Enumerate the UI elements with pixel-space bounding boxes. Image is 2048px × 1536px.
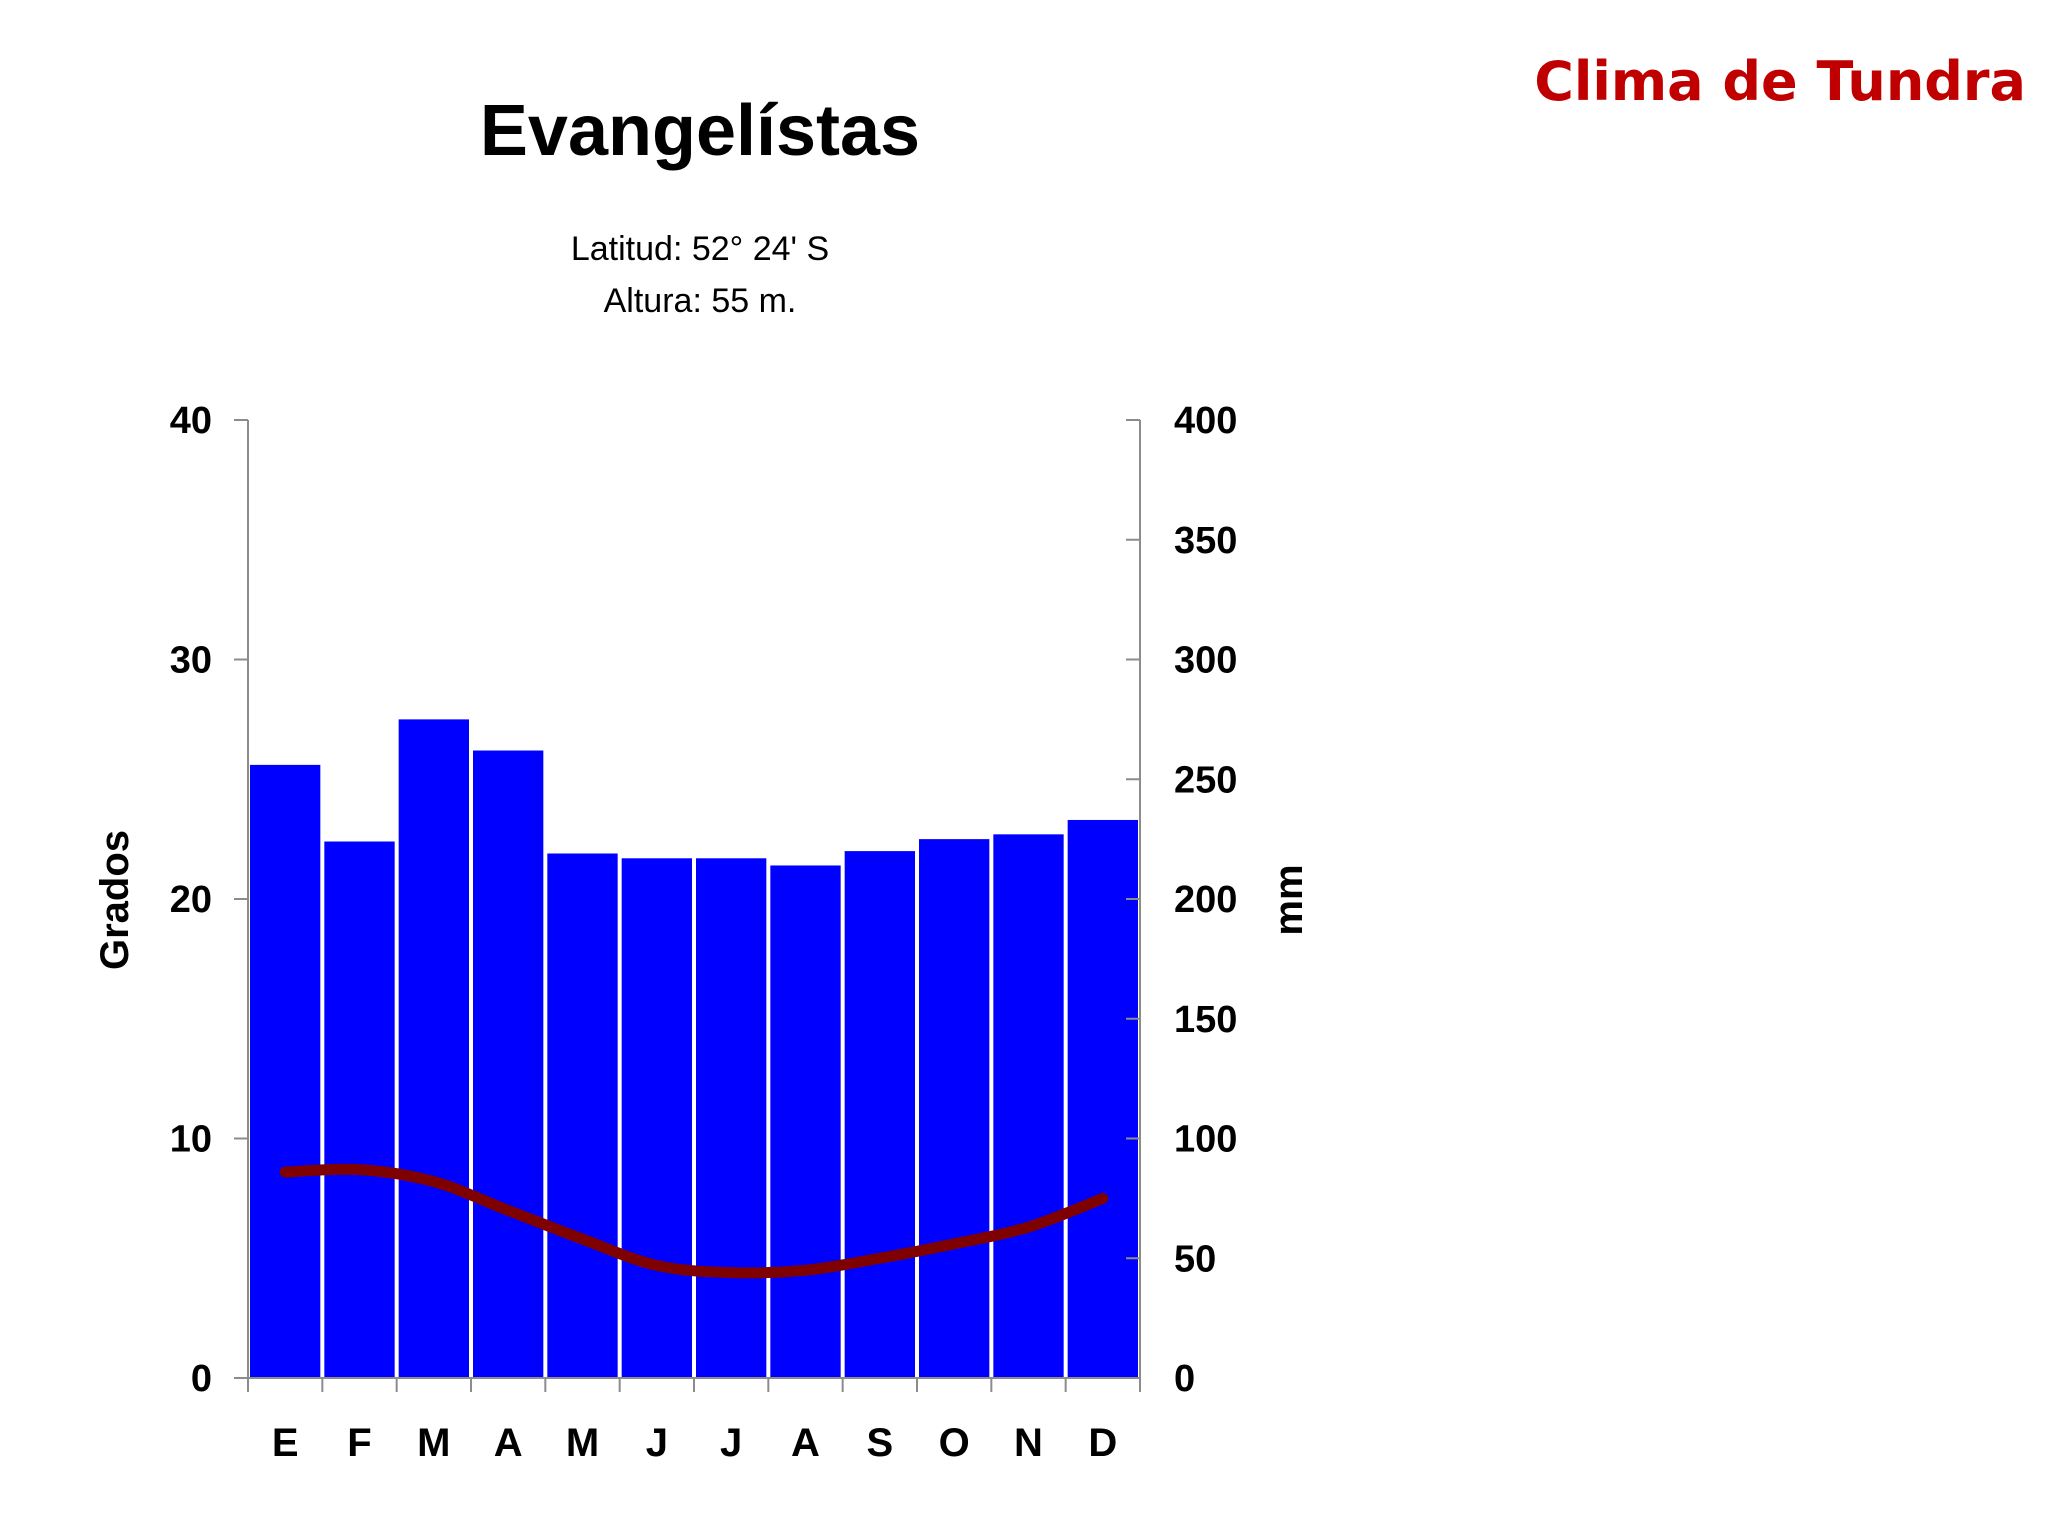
precip-bar <box>547 853 618 1378</box>
y-right-tick-label: 400 <box>1174 400 1237 442</box>
y-left-tick-label: 40 <box>170 400 212 442</box>
month-label: J <box>646 1421 668 1465</box>
chart-title: Evangelístas <box>480 91 920 171</box>
y-right-tick-label: 150 <box>1174 999 1237 1041</box>
month-label: E <box>272 1421 299 1465</box>
month-label: D <box>1088 1421 1117 1465</box>
month-label: M <box>566 1421 599 1465</box>
month-label: S <box>866 1421 893 1465</box>
month-label: N <box>1014 1421 1043 1465</box>
precip-bar <box>324 841 395 1378</box>
precip-bar <box>473 750 544 1378</box>
y-right-tick-label: 350 <box>1174 520 1237 562</box>
y-right-tick-label: 200 <box>1174 879 1237 921</box>
precip-bar <box>696 858 767 1378</box>
y-right-tick-label: 50 <box>1174 1238 1216 1280</box>
month-label: M <box>417 1421 450 1465</box>
month-label: J <box>720 1421 742 1465</box>
y-left-tick-label: 20 <box>170 879 212 921</box>
month-label: O <box>939 1421 970 1465</box>
climate-type-heading: Clima de Tundra <box>1534 50 2026 113</box>
precip-bar <box>770 865 841 1378</box>
y-right-tick-label: 300 <box>1174 640 1237 682</box>
chart-subtitle-altitude: Altura: 55 m. <box>604 282 797 320</box>
precip-bar <box>621 858 692 1378</box>
month-label: A <box>791 1421 820 1465</box>
temperature-line <box>279 1163 1109 1279</box>
y-right-tick-label: 0 <box>1174 1358 1195 1400</box>
month-label: F <box>347 1421 371 1465</box>
temperature-series <box>279 1163 1109 1279</box>
precipitation-bars <box>250 719 1138 1378</box>
precip-bar <box>1067 819 1138 1378</box>
precip-bar <box>919 839 990 1378</box>
month-label: A <box>494 1421 523 1465</box>
y-left-tick-label: 10 <box>170 1119 212 1161</box>
y-left-tick-label: 30 <box>170 640 212 682</box>
chart-axes <box>234 419 1141 1392</box>
precip-bar <box>250 764 321 1378</box>
chart-subtitle-latitude: Latitud: 52° 24' S <box>571 230 829 268</box>
precip-bar <box>993 834 1064 1378</box>
precip-bar <box>398 719 469 1378</box>
y-right-tick-label: 100 <box>1174 1119 1237 1161</box>
y-axis-right-label: mm <box>1267 864 1311 935</box>
y-axis-left-label: Grados <box>93 830 137 970</box>
y-left-tick-label: 0 <box>191 1358 212 1400</box>
y-right-tick-label: 250 <box>1174 759 1237 801</box>
precip-bar <box>844 851 915 1378</box>
